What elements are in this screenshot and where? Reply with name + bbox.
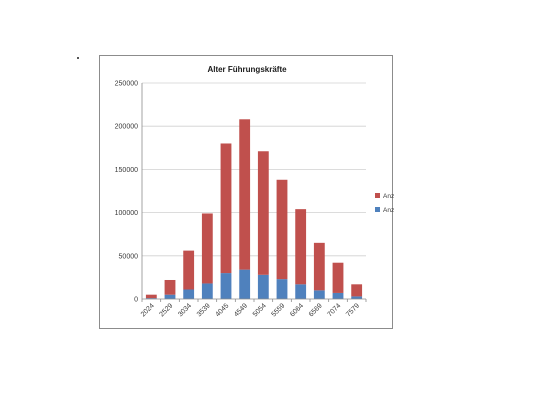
x-tick-label: 6569 [308, 302, 324, 318]
bar-maenner-4549 [239, 119, 251, 270]
x-tick-label: 3034 [177, 302, 193, 318]
x-tick-label: 7074 [326, 302, 342, 318]
bar-frauen-6064 [295, 284, 307, 299]
legend-swatch [375, 207, 380, 212]
bar-maenner-6064 [295, 209, 307, 285]
legend-label: Anzahl Frauen [383, 207, 394, 214]
bar-maenner-2529 [164, 279, 176, 295]
bar-maenner-5054 [257, 151, 269, 275]
bar-maenner-7074 [332, 262, 344, 293]
legend-label: Anzahl Männer [383, 193, 394, 200]
x-tick-label: 5054 [252, 302, 268, 318]
chart-title: Alter Führungskräfte [207, 65, 287, 74]
y-tick-label: 200000 [115, 124, 138, 131]
bar-maenner-7579 [351, 284, 363, 297]
chart-frame: Alter Führungskräfte 0 50000 100000 150000 2… [99, 55, 394, 329]
bar-frauen-5054 [257, 274, 269, 299]
bars [145, 119, 363, 299]
bar-maenner-6569 [313, 242, 325, 291]
x-tick-label: 3539 [196, 302, 212, 318]
y-tick-label: 0 [134, 297, 138, 304]
bar-frauen-2024 [145, 298, 157, 299]
x-tick-label: 5559 [270, 302, 286, 318]
bar-frauen-3034 [183, 289, 195, 299]
bar-maenner-5559 [276, 179, 288, 280]
bar-frauen-2529 [164, 294, 176, 299]
bar-frauen-7579 [351, 296, 363, 299]
stray-dot [77, 57, 79, 59]
x-tick-label: 2024 [140, 302, 156, 318]
bar-frauen-5559 [276, 279, 288, 299]
bar-frauen-4549 [239, 269, 251, 299]
y-tick-label: 50000 [119, 253, 139, 260]
x-tick-label: 6064 [289, 302, 305, 318]
x-tick-label: 2529 [158, 302, 174, 318]
x-tick-label: 4045 [214, 302, 230, 318]
bar-frauen-3539 [201, 283, 213, 299]
bar-frauen-6569 [313, 290, 325, 299]
grid-lines [142, 82, 366, 257]
bar-maenner-2024 [145, 294, 157, 299]
y-tick-label: 150000 [115, 167, 138, 174]
chart: Alter Führungskräfte 0 50000 100000 150000 2… [115, 65, 394, 318]
x-tick-label: 4549 [233, 302, 249, 318]
x-tick-label: 7579 [345, 302, 361, 318]
bar-maenner-3539 [201, 213, 213, 284]
bar-maenner-3034 [183, 250, 195, 290]
legend: Anzahl Männer Anzahl Frauen [375, 193, 394, 214]
legend-swatch [375, 193, 380, 198]
bar-frauen-4045 [220, 273, 232, 299]
y-tick-label: 250000 [115, 81, 138, 88]
bar-maenner-4045 [220, 143, 232, 274]
y-tick-label: 100000 [115, 210, 138, 217]
bar-frauen-7074 [332, 292, 344, 299]
